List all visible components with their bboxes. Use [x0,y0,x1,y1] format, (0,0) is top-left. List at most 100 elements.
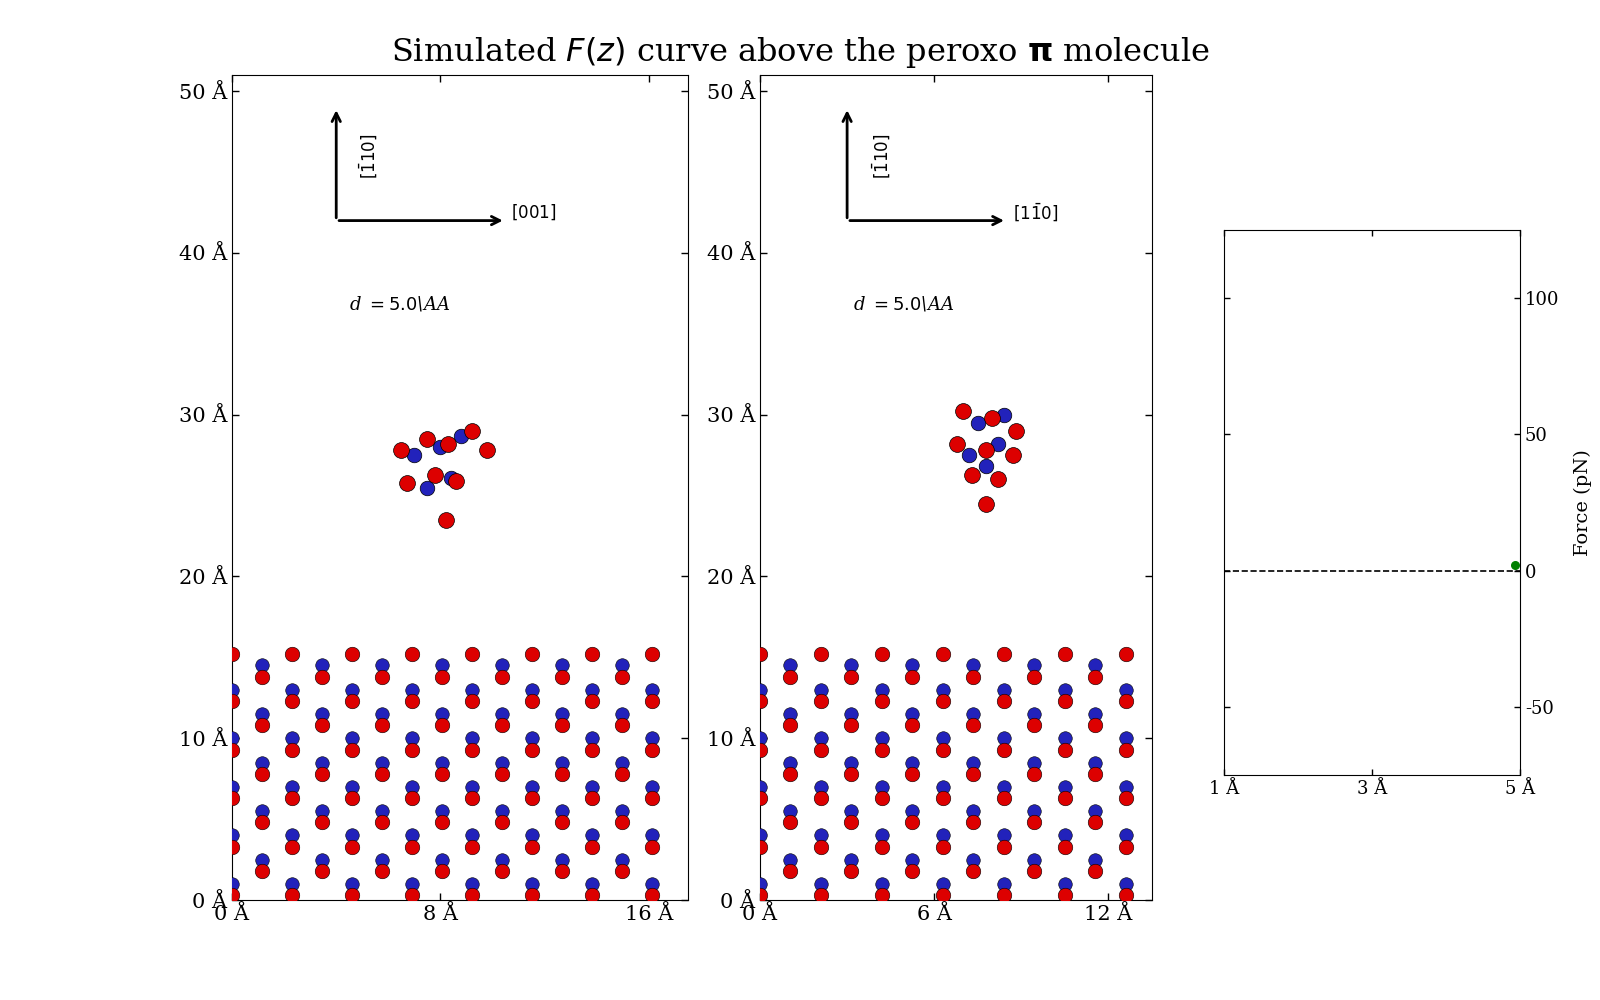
Point [579,790,605,806]
Point [808,876,834,892]
Point [1114,887,1139,903]
Point [435,436,461,452]
Point [459,646,485,662]
Point [219,646,245,662]
Point [518,682,544,698]
Point [990,790,1016,806]
Point [579,827,605,843]
Point [1022,706,1048,722]
Point [459,839,485,855]
Point [960,863,986,879]
Point [808,779,834,795]
Point [838,657,864,673]
Point [219,876,245,892]
Point [429,657,454,673]
Point [278,827,304,843]
Text: d $= 5.0$\AA: d $= 5.0$\AA [349,295,450,314]
Point [414,480,440,496]
Point [986,471,1011,487]
Point [339,790,365,806]
Point [608,852,634,868]
Point [459,827,485,843]
Point [778,852,803,868]
Point [579,742,605,758]
Point [638,876,664,892]
Point [1053,827,1078,843]
Point [778,754,803,770]
Point [309,814,334,830]
Point [490,766,515,782]
Point [339,887,365,903]
Point [1000,447,1026,463]
Point [370,803,395,819]
Point [518,790,544,806]
Point [579,839,605,855]
Point [869,730,894,746]
Point [638,742,664,758]
Point [960,669,986,685]
Point [747,887,773,903]
Point [899,814,925,830]
Point [278,693,304,709]
Point [549,803,574,819]
Point [429,706,454,722]
Point [579,887,605,903]
Point [339,779,365,795]
Point [1083,669,1109,685]
Point [960,657,986,673]
Point [309,669,334,685]
Point [1114,876,1139,892]
Point [370,754,395,770]
Point [518,876,544,892]
Point [638,790,664,806]
Point [518,730,544,746]
Point [579,876,605,892]
Point [990,693,1016,709]
Point [309,754,334,770]
Point [1053,646,1078,662]
Point [429,669,454,685]
Point [490,852,515,868]
Point [219,790,245,806]
Point [309,657,334,673]
Point [960,814,986,830]
Point [869,790,894,806]
Point [838,852,864,868]
Point [579,682,605,698]
Point [930,779,955,795]
Point [747,682,773,698]
Point [459,790,485,806]
Point [250,863,275,879]
Text: Simulated $F(z)$ curve above the peroxo $\mathbf{\pi}$ molecule: Simulated $F(z)$ curve above the peroxo … [390,35,1210,70]
Point [250,669,275,685]
Point [808,682,834,698]
Point [838,669,864,685]
Point [778,706,803,722]
Point [309,706,334,722]
Point [370,706,395,722]
Point [990,876,1016,892]
Point [429,754,454,770]
Point [778,803,803,819]
Point [414,431,440,447]
Point [518,693,544,709]
Point [429,852,454,868]
Point [608,717,634,733]
Point [1083,706,1109,722]
Point [986,436,1011,452]
Point [899,669,925,685]
Point [250,803,275,819]
Point [398,742,424,758]
Point [1114,827,1139,843]
Text: d $= 5.0$\AA: d $= 5.0$\AA [853,295,954,314]
Point [549,669,574,685]
Point [960,766,986,782]
Point [1083,766,1109,782]
Point [250,814,275,830]
Point [443,473,469,489]
Point [1053,730,1078,746]
Point [899,717,925,733]
Point [518,839,544,855]
Point [448,428,474,444]
Point [1083,754,1109,770]
